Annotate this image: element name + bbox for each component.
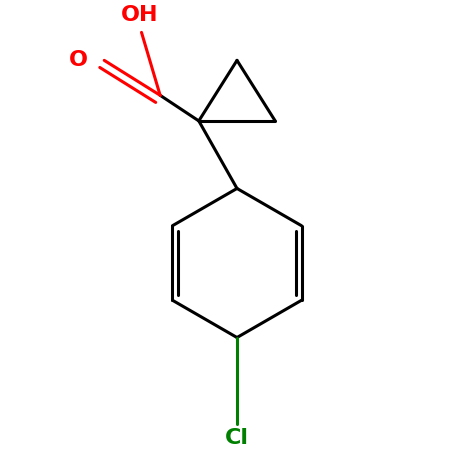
Text: O: O xyxy=(69,50,88,70)
Text: OH: OH xyxy=(120,5,158,26)
Text: Cl: Cl xyxy=(225,428,249,448)
